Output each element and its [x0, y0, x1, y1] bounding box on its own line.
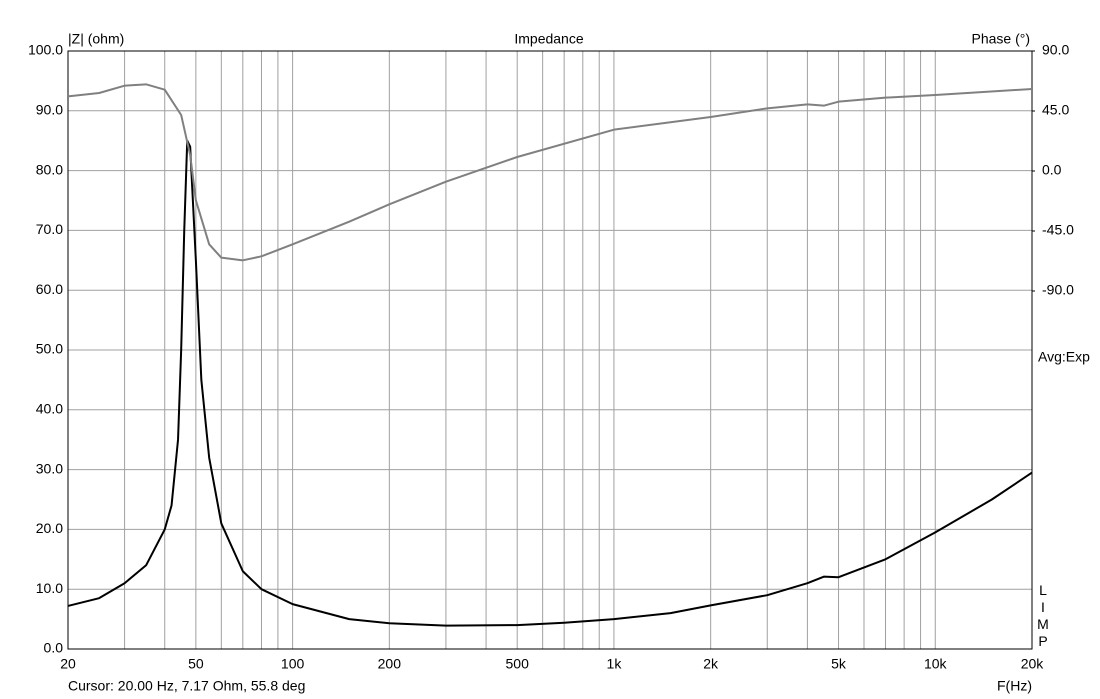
average-mode: Avg:Exp: [1038, 349, 1090, 365]
plot-frame: [67, 50, 1033, 650]
y-tick-label: 60.0: [36, 281, 63, 297]
y2-tick-label: 90.0: [1042, 42, 1069, 58]
y-tick-label: 0.0: [44, 640, 64, 656]
x-tick-label: 1k: [607, 656, 623, 672]
series-line: [67, 83, 1033, 262]
y-tick-label: 10.0: [36, 580, 63, 596]
y-tick-label: 40.0: [36, 401, 63, 417]
x-tick-label: 5k: [831, 656, 847, 672]
x-axis-label: F(Hz): [997, 678, 1032, 694]
y2-tick-label: -45.0: [1042, 222, 1074, 238]
y2-tick-label: 0.0: [1042, 162, 1062, 178]
program-tag: LIMP: [1035, 582, 1051, 650]
y-tick-label: 80.0: [36, 161, 63, 177]
x-tick-label: 200: [378, 656, 402, 672]
y-tick-label: 90.0: [36, 102, 63, 118]
x-tick-label: 10k: [924, 656, 948, 672]
x-tick-label: 20k: [1021, 656, 1045, 672]
y2-tick-label: 45.0: [1042, 102, 1069, 118]
y-axis-label: |Z| (ohm): [68, 31, 124, 47]
x-tick-label: 2k: [703, 656, 719, 672]
y2-axis-label: Phase (°): [971, 31, 1030, 47]
chart-title: Impedance: [514, 31, 583, 47]
y-tick-label: 50.0: [36, 341, 63, 357]
y-tick-label: 100.0: [28, 42, 63, 58]
x-tick-label: 50: [188, 656, 204, 672]
cursor-readout: Cursor: 20.00 Hz, 7.17 Ohm, 55.8 deg: [68, 678, 305, 694]
y-tick-label: 20.0: [36, 520, 63, 536]
y-tick-label: 70.0: [36, 221, 63, 237]
x-tick-label: 500: [506, 656, 530, 672]
x-tick-label: 100: [281, 656, 305, 672]
y-tick-label: 30.0: [36, 460, 63, 476]
y2-tick-label: -90.0: [1042, 282, 1074, 298]
series-line: [67, 139, 1033, 627]
x-tick-label: 20: [60, 656, 76, 672]
